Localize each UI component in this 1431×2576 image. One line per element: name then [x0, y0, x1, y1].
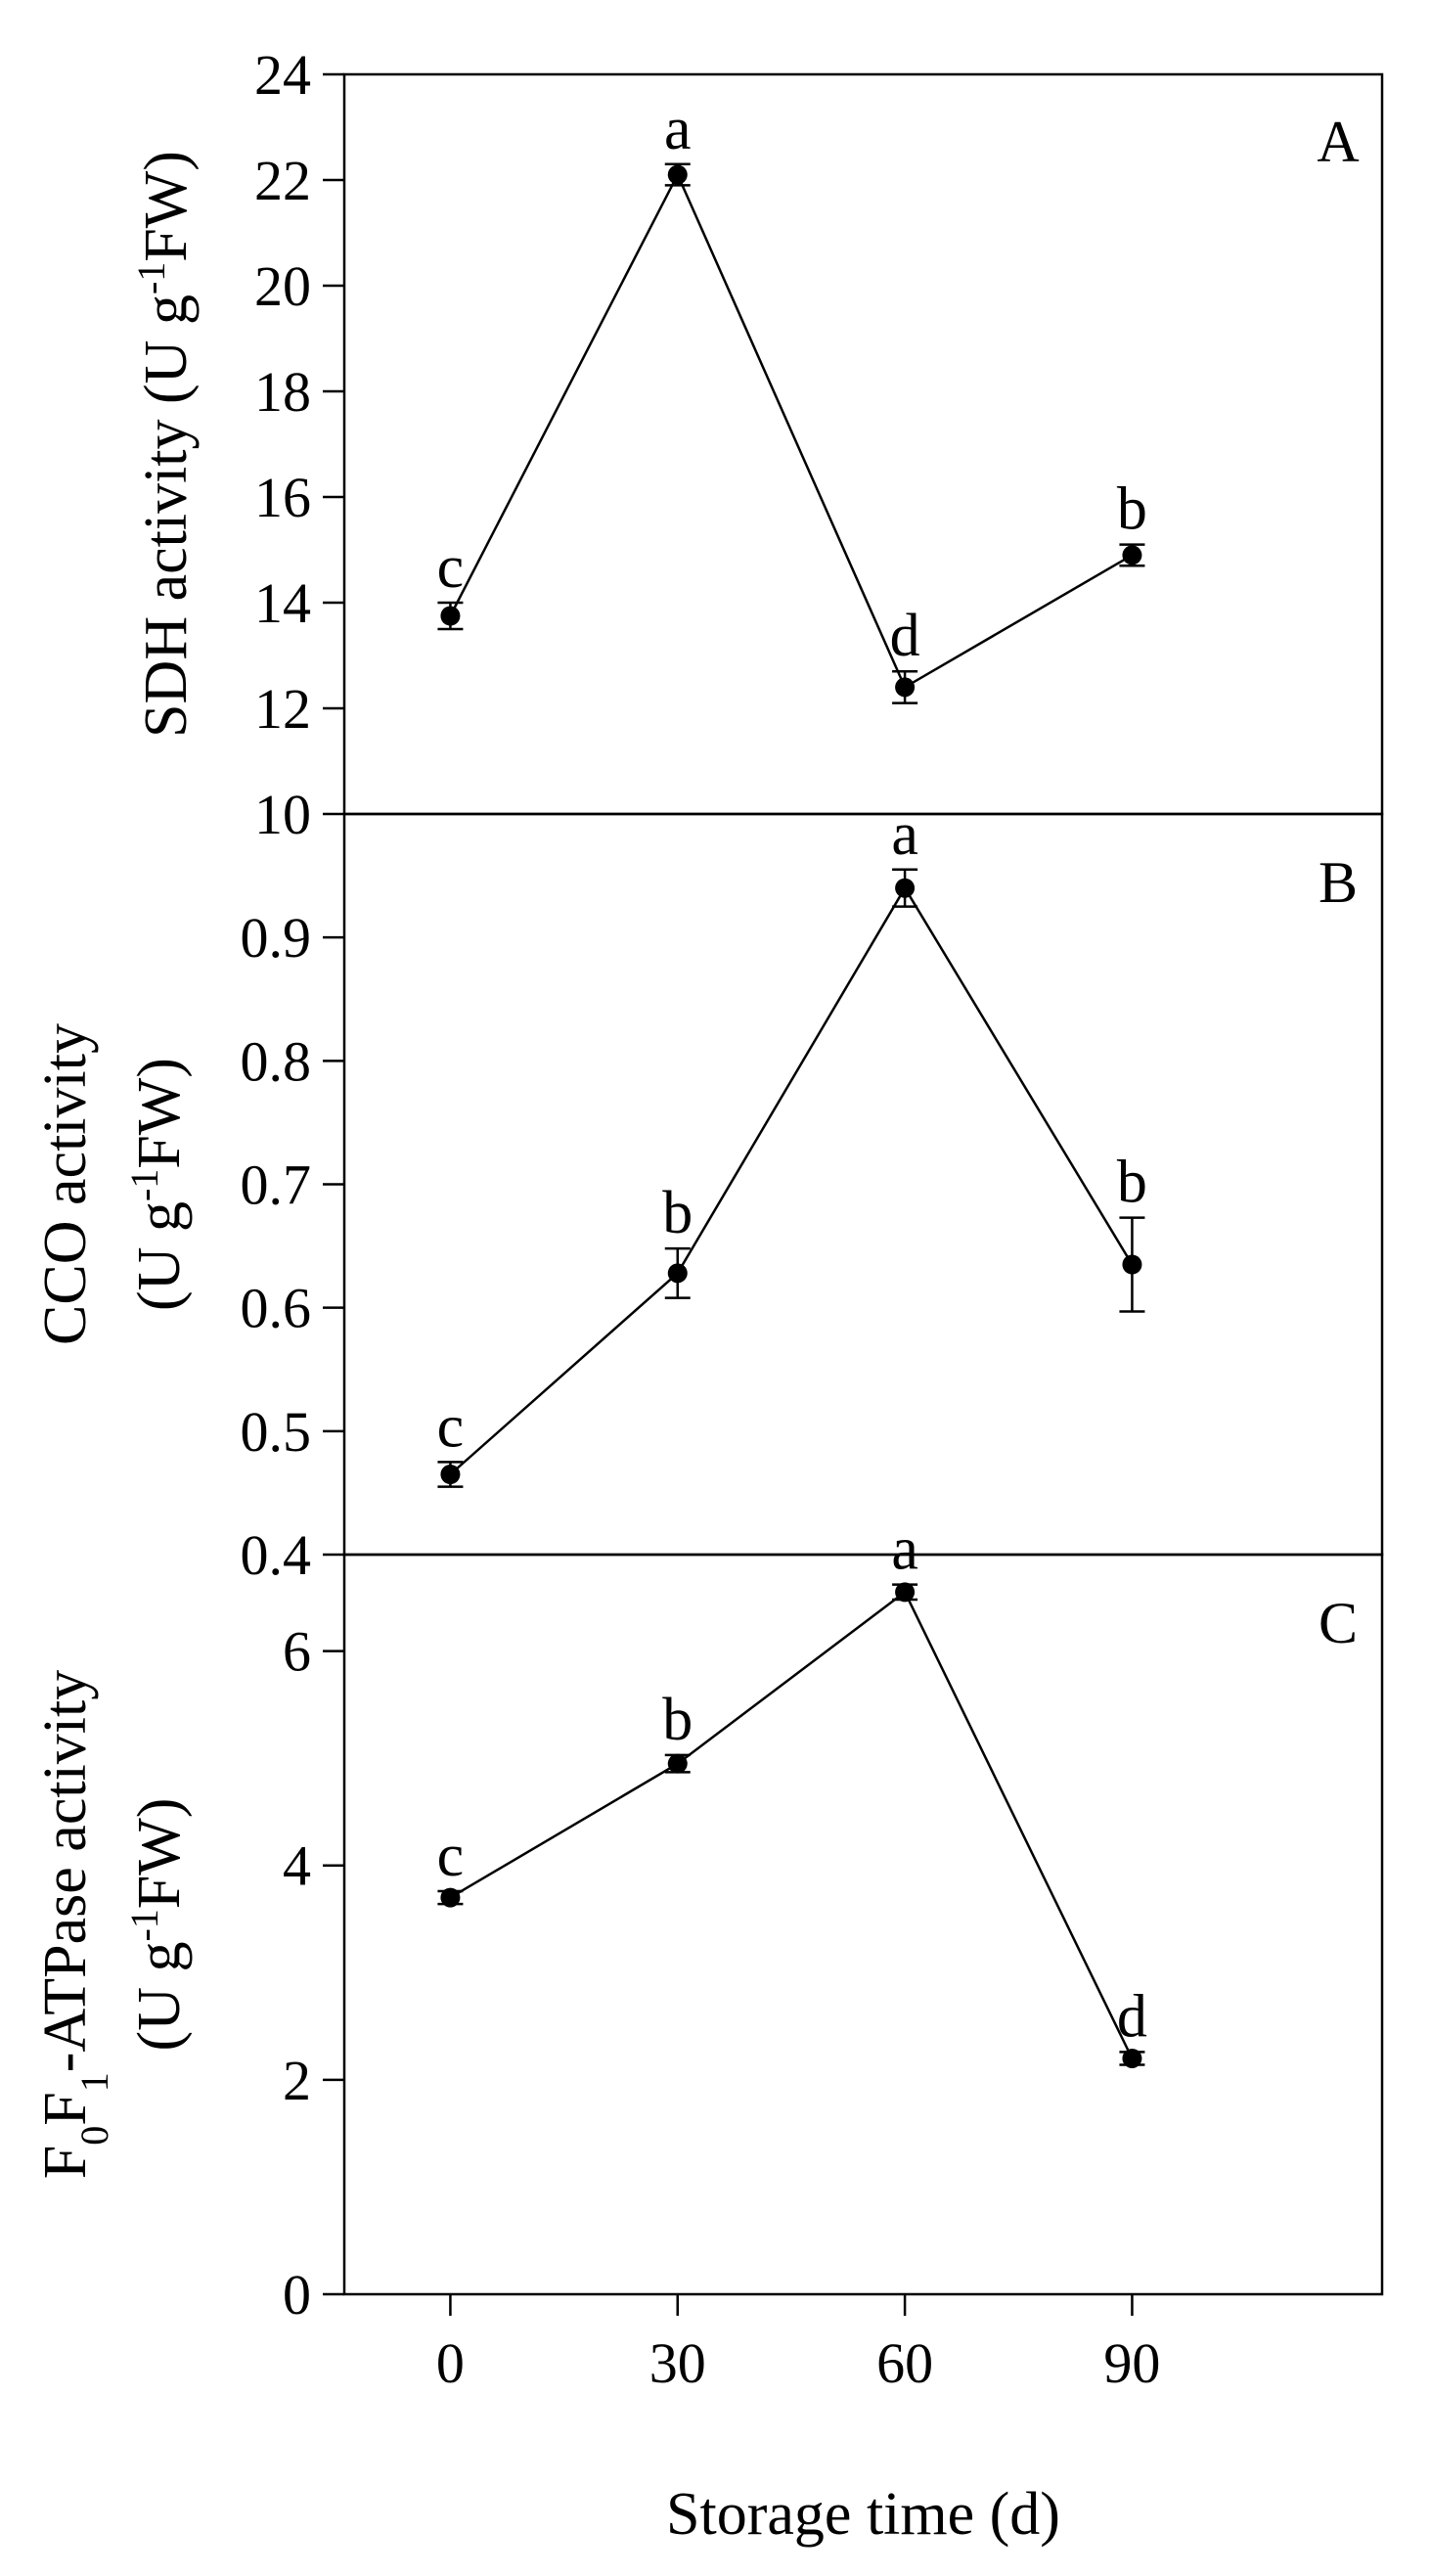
significance-letter: c	[437, 534, 465, 601]
y-tick-label: 20	[254, 254, 311, 318]
panel-label: B	[1319, 850, 1358, 915]
y-axis-label: F0F1-ATPase activity	[32, 1670, 116, 2179]
data-point	[440, 1887, 461, 1908]
data-point	[1122, 545, 1142, 565]
y-axis-label: CCO activity	[32, 1023, 99, 1345]
series-line	[449, 171, 1134, 690]
chart-panel-c: 0 2 4 6 F0F1-ATPase activity (U g-1FW) Cc b a d	[32, 1516, 1384, 2327]
significance-letter: c	[437, 1823, 465, 1889]
y-tick-label: 2	[283, 2049, 311, 2112]
significance-letter: b	[662, 1687, 693, 1753]
y-tick-label: 12	[254, 677, 311, 741]
y-tick-label: 0.6	[241, 1277, 312, 1340]
significance-letter: a	[664, 96, 692, 162]
y-tick-label: 0	[283, 2263, 311, 2327]
y-tick-label: 22	[254, 149, 311, 212]
y-tick-label: 6	[283, 1620, 311, 1684]
y-axis-label: (U g-1FW)	[122, 1058, 194, 1311]
y-axis-label: SDH activity (U g-1FW)	[129, 151, 201, 738]
x-tick-label: 60	[876, 2331, 933, 2395]
significance-letter: b	[662, 1180, 693, 1246]
y-tick-label: 18	[254, 360, 311, 424]
significance-letter: b	[1117, 1150, 1147, 1216]
significance-letter: a	[891, 1516, 918, 1583]
y-tick-label: 0.5	[241, 1400, 312, 1464]
significance-letter: d	[1117, 1983, 1147, 2050]
x-tick-label: 30	[649, 2331, 706, 2395]
y-tick-label: 0.8	[241, 1029, 312, 1093]
data-point	[1122, 1254, 1142, 1275]
y-tick-label: 0.4	[241, 1523, 312, 1587]
x-tick-label: 0	[436, 2331, 465, 2395]
plot-frame	[342, 1553, 1384, 2296]
series-line	[449, 885, 1134, 1475]
x-tick-label: 90	[1103, 2331, 1160, 2395]
x-axis-label: Storage time (d)	[666, 2481, 1060, 2548]
data-point	[440, 1464, 461, 1484]
data-point	[667, 1263, 688, 1284]
significance-letter: c	[437, 1393, 465, 1460]
y-tick-label: 10	[254, 783, 311, 846]
data-point	[895, 677, 916, 698]
plot-frame	[342, 72, 1384, 816]
data-point	[667, 164, 688, 185]
y-axis-label: (U g-1FW)	[122, 1798, 194, 2052]
series-line	[449, 1590, 1134, 2059]
data-point	[895, 878, 916, 898]
significance-letter: a	[891, 801, 918, 868]
significance-letter: d	[890, 603, 920, 669]
y-tick-label: 0.7	[241, 1153, 312, 1217]
y-tick-label: 4	[283, 1834, 311, 1898]
data-point	[667, 1753, 688, 1774]
panel-label: C	[1319, 1591, 1358, 1655]
panel-label: A	[1317, 110, 1359, 174]
data-point	[895, 1582, 916, 1603]
plot-frame	[342, 812, 1384, 1557]
chart-panel-a: 10 12 14 16 18 20 22 24 SDH activity (U g-1FW) Ac…	[129, 43, 1384, 846]
chart-panel-b: 0.4 0.5 0.6 0.7 0.8 0.9 CCO activity (U g-1FW) B…	[32, 801, 1384, 1587]
y-tick-label: 14	[254, 571, 311, 635]
significance-letter: b	[1117, 476, 1147, 543]
data-point	[1122, 2048, 1142, 2068]
data-point	[440, 606, 461, 626]
y-tick-label: 0.9	[241, 906, 312, 970]
y-tick-label: 16	[254, 466, 311, 529]
y-tick-label: 24	[254, 43, 311, 107]
